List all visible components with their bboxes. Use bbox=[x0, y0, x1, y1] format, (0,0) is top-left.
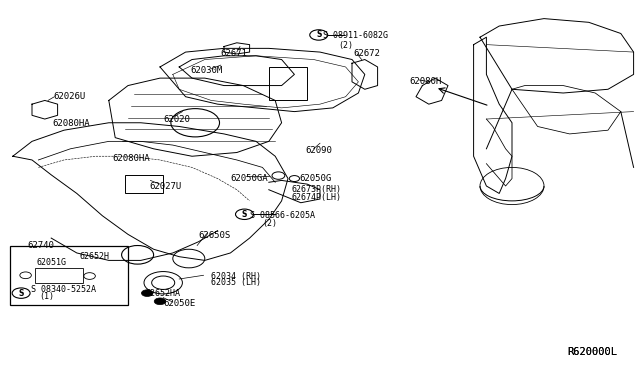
Text: 62050E: 62050E bbox=[163, 299, 195, 308]
Text: 62030M: 62030M bbox=[190, 66, 222, 75]
Text: 62090: 62090 bbox=[305, 146, 332, 155]
Text: 62034 (RH): 62034 (RH) bbox=[211, 272, 261, 280]
Text: 62051G: 62051G bbox=[36, 258, 67, 267]
Text: 62740: 62740 bbox=[27, 241, 54, 250]
Text: 62674P(LH): 62674P(LH) bbox=[291, 193, 341, 202]
Text: 62652HA: 62652HA bbox=[146, 289, 181, 298]
Text: 62672: 62672 bbox=[353, 49, 380, 58]
Text: (1): (1) bbox=[40, 292, 54, 301]
Text: S 08911-6082G: S 08911-6082G bbox=[323, 31, 388, 40]
Text: R620000L: R620000L bbox=[568, 347, 618, 356]
Circle shape bbox=[154, 298, 166, 305]
Text: S: S bbox=[19, 289, 24, 298]
Circle shape bbox=[141, 290, 153, 296]
Text: 62673P(RH): 62673P(RH) bbox=[291, 185, 341, 194]
Text: S 08340-5252A: S 08340-5252A bbox=[31, 285, 96, 294]
Bar bbox=[269, 67, 307, 100]
Text: (2): (2) bbox=[338, 41, 353, 50]
Bar bbox=[125, 175, 163, 193]
Text: 62671: 62671 bbox=[221, 49, 248, 58]
Text: 62080HA: 62080HA bbox=[112, 154, 150, 163]
Text: 62080H: 62080H bbox=[410, 77, 442, 86]
Text: 62050GA: 62050GA bbox=[230, 174, 268, 183]
Text: R620000L: R620000L bbox=[568, 347, 618, 356]
Text: S: S bbox=[316, 31, 321, 39]
Text: 62080HA: 62080HA bbox=[52, 119, 90, 128]
Text: 62050G: 62050G bbox=[300, 174, 332, 183]
Bar bbox=[35, 268, 83, 283]
Text: 62652H: 62652H bbox=[80, 252, 110, 261]
Text: (2): (2) bbox=[262, 219, 277, 228]
Bar bbox=[10, 246, 128, 305]
Text: S 08566-6205A: S 08566-6205A bbox=[250, 211, 315, 220]
Text: 62035 (LH): 62035 (LH) bbox=[211, 278, 261, 287]
Text: S: S bbox=[242, 210, 247, 219]
Text: 62027U: 62027U bbox=[149, 182, 181, 190]
Text: 62650S: 62650S bbox=[198, 231, 230, 240]
Text: 62026U: 62026U bbox=[53, 92, 85, 101]
Text: 62020: 62020 bbox=[163, 115, 190, 124]
